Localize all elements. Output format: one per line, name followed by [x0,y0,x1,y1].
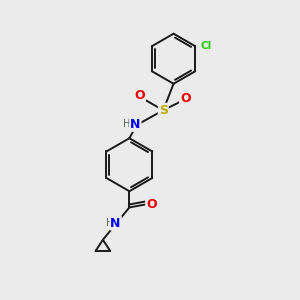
Text: H: H [123,119,130,129]
Text: H: H [106,218,113,228]
Text: O: O [180,92,190,105]
Text: S: S [159,104,168,117]
Text: N: N [110,217,121,230]
Text: O: O [146,198,157,211]
Text: Cl: Cl [200,41,212,51]
Text: O: O [134,89,145,102]
Text: N: N [130,118,140,131]
